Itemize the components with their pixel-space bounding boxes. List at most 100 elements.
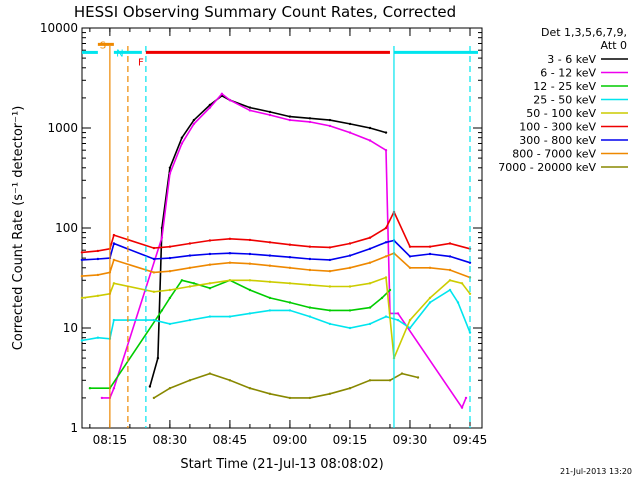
series-point [208,252,212,256]
series-point [152,246,156,250]
series-point [112,318,116,322]
series-point [268,296,272,300]
time-markers [109,46,471,428]
series-point [168,256,172,260]
series-point [208,315,212,318]
series-point [384,226,388,230]
state-bar-label: F [138,57,144,68]
x-tick-label: 09:00 [273,433,308,447]
series-point [156,356,160,360]
series-point [456,301,460,304]
y-tick-label: 10 [63,321,78,335]
series-point [348,326,352,330]
state-bar-label: N [116,48,123,59]
series-point [328,258,332,262]
state-bars: SN F [82,40,478,68]
series-line [81,252,471,279]
series-point [368,322,372,326]
series-point [328,118,332,122]
series-point [248,262,252,265]
series-6 [80,239,472,264]
series-point [396,312,400,315]
series-1 [100,92,468,410]
series-point [348,309,352,312]
series-point [168,296,172,300]
legend-label: 50 - 100 keV [526,107,596,120]
series-line [81,276,471,359]
series-point [248,109,252,112]
state-bar-label: S [100,40,106,51]
series-point [348,387,352,390]
series-point [80,296,84,300]
series-point [348,131,352,134]
series-point [80,258,84,262]
legend-header-line2: Att 0 [601,39,627,52]
series-point [448,279,452,282]
series-point [80,339,84,342]
series-point [268,264,272,267]
series-point [428,301,432,304]
series-point [220,92,224,96]
series-point [152,396,156,400]
series-point [208,282,212,285]
series-point [328,124,332,128]
series-point [288,396,292,400]
series-line [81,210,471,254]
series-point [384,131,388,134]
series-point [80,274,84,278]
series-point [408,255,412,258]
series-point [348,242,352,245]
series-point [448,255,452,258]
series-point [396,318,400,322]
series-line [89,279,391,389]
series-point [408,318,412,322]
series-point [308,117,312,120]
series-point [96,273,100,277]
series-point [388,379,392,382]
series-point [460,282,464,285]
series-point [288,266,292,269]
x-axis-label: Start Time (21-Jul-13 08:08:02) [180,457,383,472]
series-point [100,396,104,400]
series-point [416,376,420,379]
series-point [328,309,332,312]
series-point [168,270,172,273]
series-point [468,292,472,295]
series-point [308,245,312,248]
series-3 [80,288,472,342]
series-point [96,294,100,297]
series-point [208,263,212,266]
series-point [384,276,388,279]
series-point [400,372,404,375]
series-point [228,252,232,255]
y-tick-label: 10000 [40,21,78,35]
series-line [81,239,471,264]
y-tick-label: 1000 [47,121,78,135]
series-point [152,257,156,261]
legend-label: 25 - 50 keV [533,94,596,107]
series-point [96,336,100,339]
y-axis-label: Corrected Count Rate (s⁻¹ detector⁻¹) [11,106,26,351]
series-point [112,233,116,237]
series-point [368,261,372,264]
series-point [348,285,352,288]
legend-label: 3 - 6 keV [547,53,596,66]
series-point [192,282,196,285]
series-point [208,287,212,290]
series-point [408,245,412,248]
series-point [188,318,192,322]
series-line [153,372,419,399]
series-point [288,256,292,259]
series-point [268,113,272,117]
series-point [308,396,312,400]
series-2 [88,279,392,390]
legend-label: 100 - 300 keV [519,121,596,134]
series-point [192,118,196,122]
series-point [308,315,312,318]
series-point [228,261,232,264]
series-point [348,254,352,257]
series-point [408,266,412,269]
